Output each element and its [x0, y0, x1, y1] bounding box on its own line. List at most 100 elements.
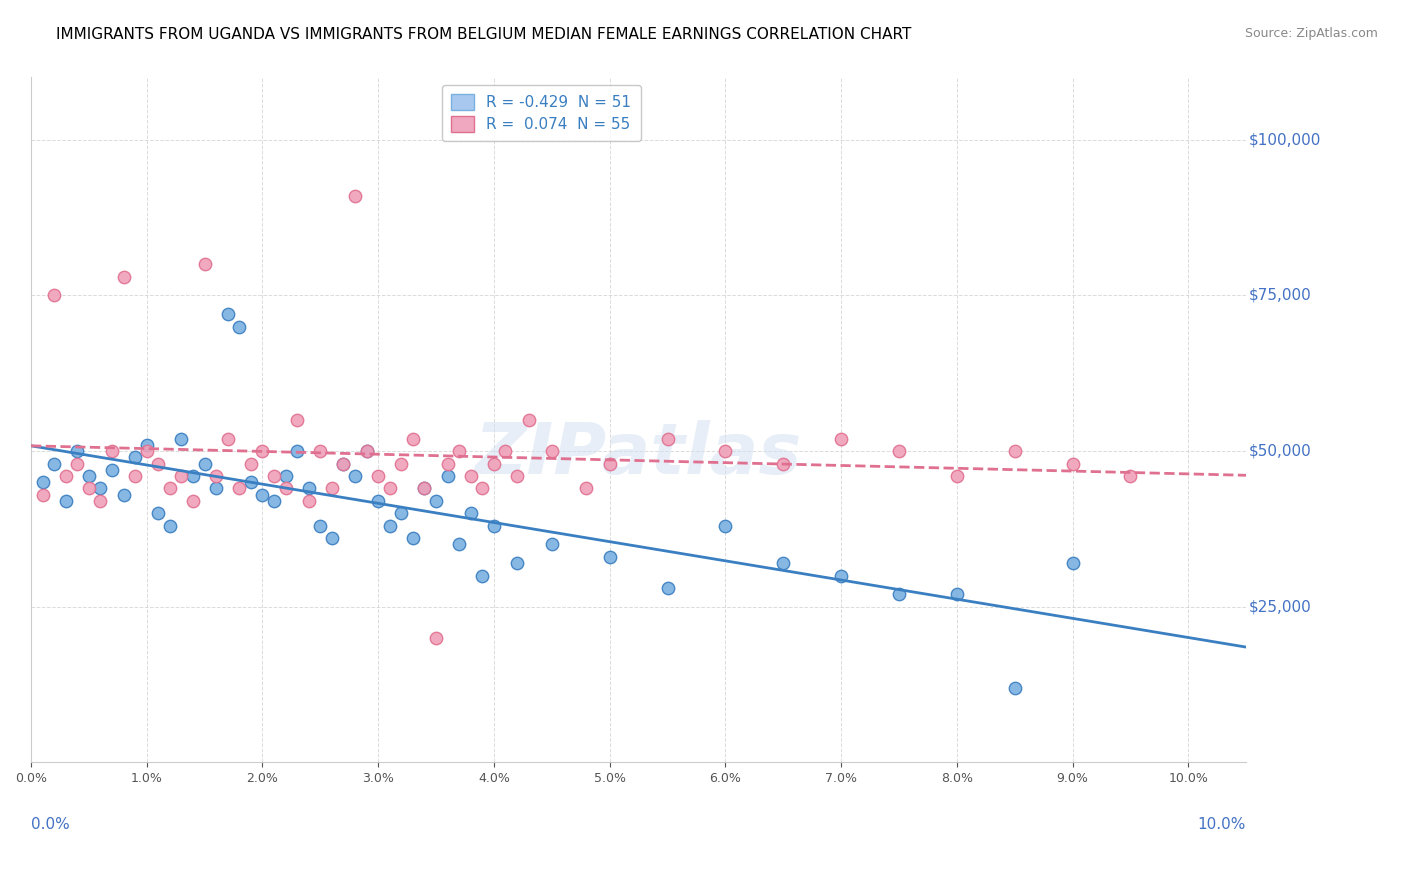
Point: [657, 432, 679, 446]
Point: [239, 457, 262, 471]
Point: [356, 444, 378, 458]
Point: [89, 482, 111, 496]
Legend: R = -0.429  N = 51, R =  0.074  N = 55: R = -0.429 N = 51, R = 0.074 N = 55: [441, 85, 641, 142]
Point: [112, 488, 135, 502]
Text: ZIPatlas: ZIPatlas: [475, 420, 803, 489]
Point: [124, 469, 146, 483]
Point: [425, 631, 447, 645]
Point: [471, 482, 494, 496]
Point: [389, 507, 412, 521]
Point: [31, 475, 53, 490]
Point: [599, 549, 621, 564]
Point: [714, 444, 737, 458]
Point: [159, 518, 181, 533]
Point: [367, 494, 389, 508]
Point: [181, 494, 204, 508]
Point: [413, 482, 436, 496]
Point: [517, 413, 540, 427]
Point: [506, 469, 529, 483]
Point: [228, 319, 250, 334]
Point: [44, 457, 66, 471]
Point: [714, 518, 737, 533]
Point: [217, 432, 239, 446]
Point: [309, 518, 332, 533]
Point: [657, 581, 679, 595]
Point: [389, 457, 412, 471]
Point: [124, 450, 146, 465]
Point: [77, 469, 100, 483]
Point: [217, 307, 239, 321]
Point: [148, 457, 170, 471]
Point: [239, 475, 262, 490]
Point: [332, 457, 354, 471]
Point: [274, 469, 297, 483]
Point: [1004, 444, 1026, 458]
Point: [449, 537, 471, 551]
Point: [148, 507, 170, 521]
Point: [1119, 469, 1142, 483]
Point: [402, 432, 425, 446]
Point: [309, 444, 332, 458]
Point: [887, 587, 910, 601]
Point: [946, 587, 969, 601]
Point: [321, 482, 343, 496]
Point: [263, 494, 285, 508]
Point: [830, 432, 852, 446]
Point: [540, 444, 562, 458]
Point: [274, 482, 297, 496]
Point: [482, 457, 505, 471]
Point: [367, 469, 389, 483]
Point: [55, 494, 77, 508]
Point: [344, 188, 367, 202]
Point: [298, 482, 321, 496]
Point: [378, 518, 401, 533]
Point: [482, 518, 505, 533]
Point: [101, 444, 124, 458]
Point: [449, 444, 471, 458]
Point: [946, 469, 969, 483]
Text: $25,000: $25,000: [1249, 599, 1312, 615]
Point: [66, 457, 89, 471]
Point: [887, 444, 910, 458]
Point: [31, 488, 53, 502]
Point: [460, 469, 482, 483]
Point: [460, 507, 482, 521]
Point: [321, 531, 343, 545]
Point: [252, 444, 274, 458]
Text: $75,000: $75,000: [1249, 288, 1312, 303]
Point: [181, 469, 204, 483]
Point: [540, 537, 562, 551]
Point: [506, 556, 529, 570]
Point: [1004, 681, 1026, 695]
Point: [1062, 457, 1084, 471]
Text: 0.0%: 0.0%: [31, 817, 70, 832]
Point: [402, 531, 425, 545]
Point: [1062, 556, 1084, 570]
Point: [413, 482, 436, 496]
Point: [228, 482, 250, 496]
Point: [205, 469, 228, 483]
Point: [285, 413, 308, 427]
Point: [356, 444, 378, 458]
Text: Source: ZipAtlas.com: Source: ZipAtlas.com: [1244, 27, 1378, 40]
Point: [66, 444, 89, 458]
Point: [599, 457, 621, 471]
Point: [252, 488, 274, 502]
Text: $100,000: $100,000: [1249, 132, 1322, 147]
Text: 10.0%: 10.0%: [1198, 817, 1246, 832]
Point: [772, 556, 794, 570]
Point: [830, 568, 852, 582]
Point: [436, 469, 458, 483]
Point: [285, 444, 308, 458]
Point: [194, 457, 217, 471]
Point: [772, 457, 794, 471]
Point: [170, 469, 193, 483]
Text: IMMIGRANTS FROM UGANDA VS IMMIGRANTS FROM BELGIUM MEDIAN FEMALE EARNINGS CORRELA: IMMIGRANTS FROM UGANDA VS IMMIGRANTS FRO…: [56, 27, 911, 42]
Point: [575, 482, 598, 496]
Point: [135, 444, 157, 458]
Point: [205, 482, 228, 496]
Point: [298, 494, 321, 508]
Point: [436, 457, 458, 471]
Point: [159, 482, 181, 496]
Point: [344, 469, 367, 483]
